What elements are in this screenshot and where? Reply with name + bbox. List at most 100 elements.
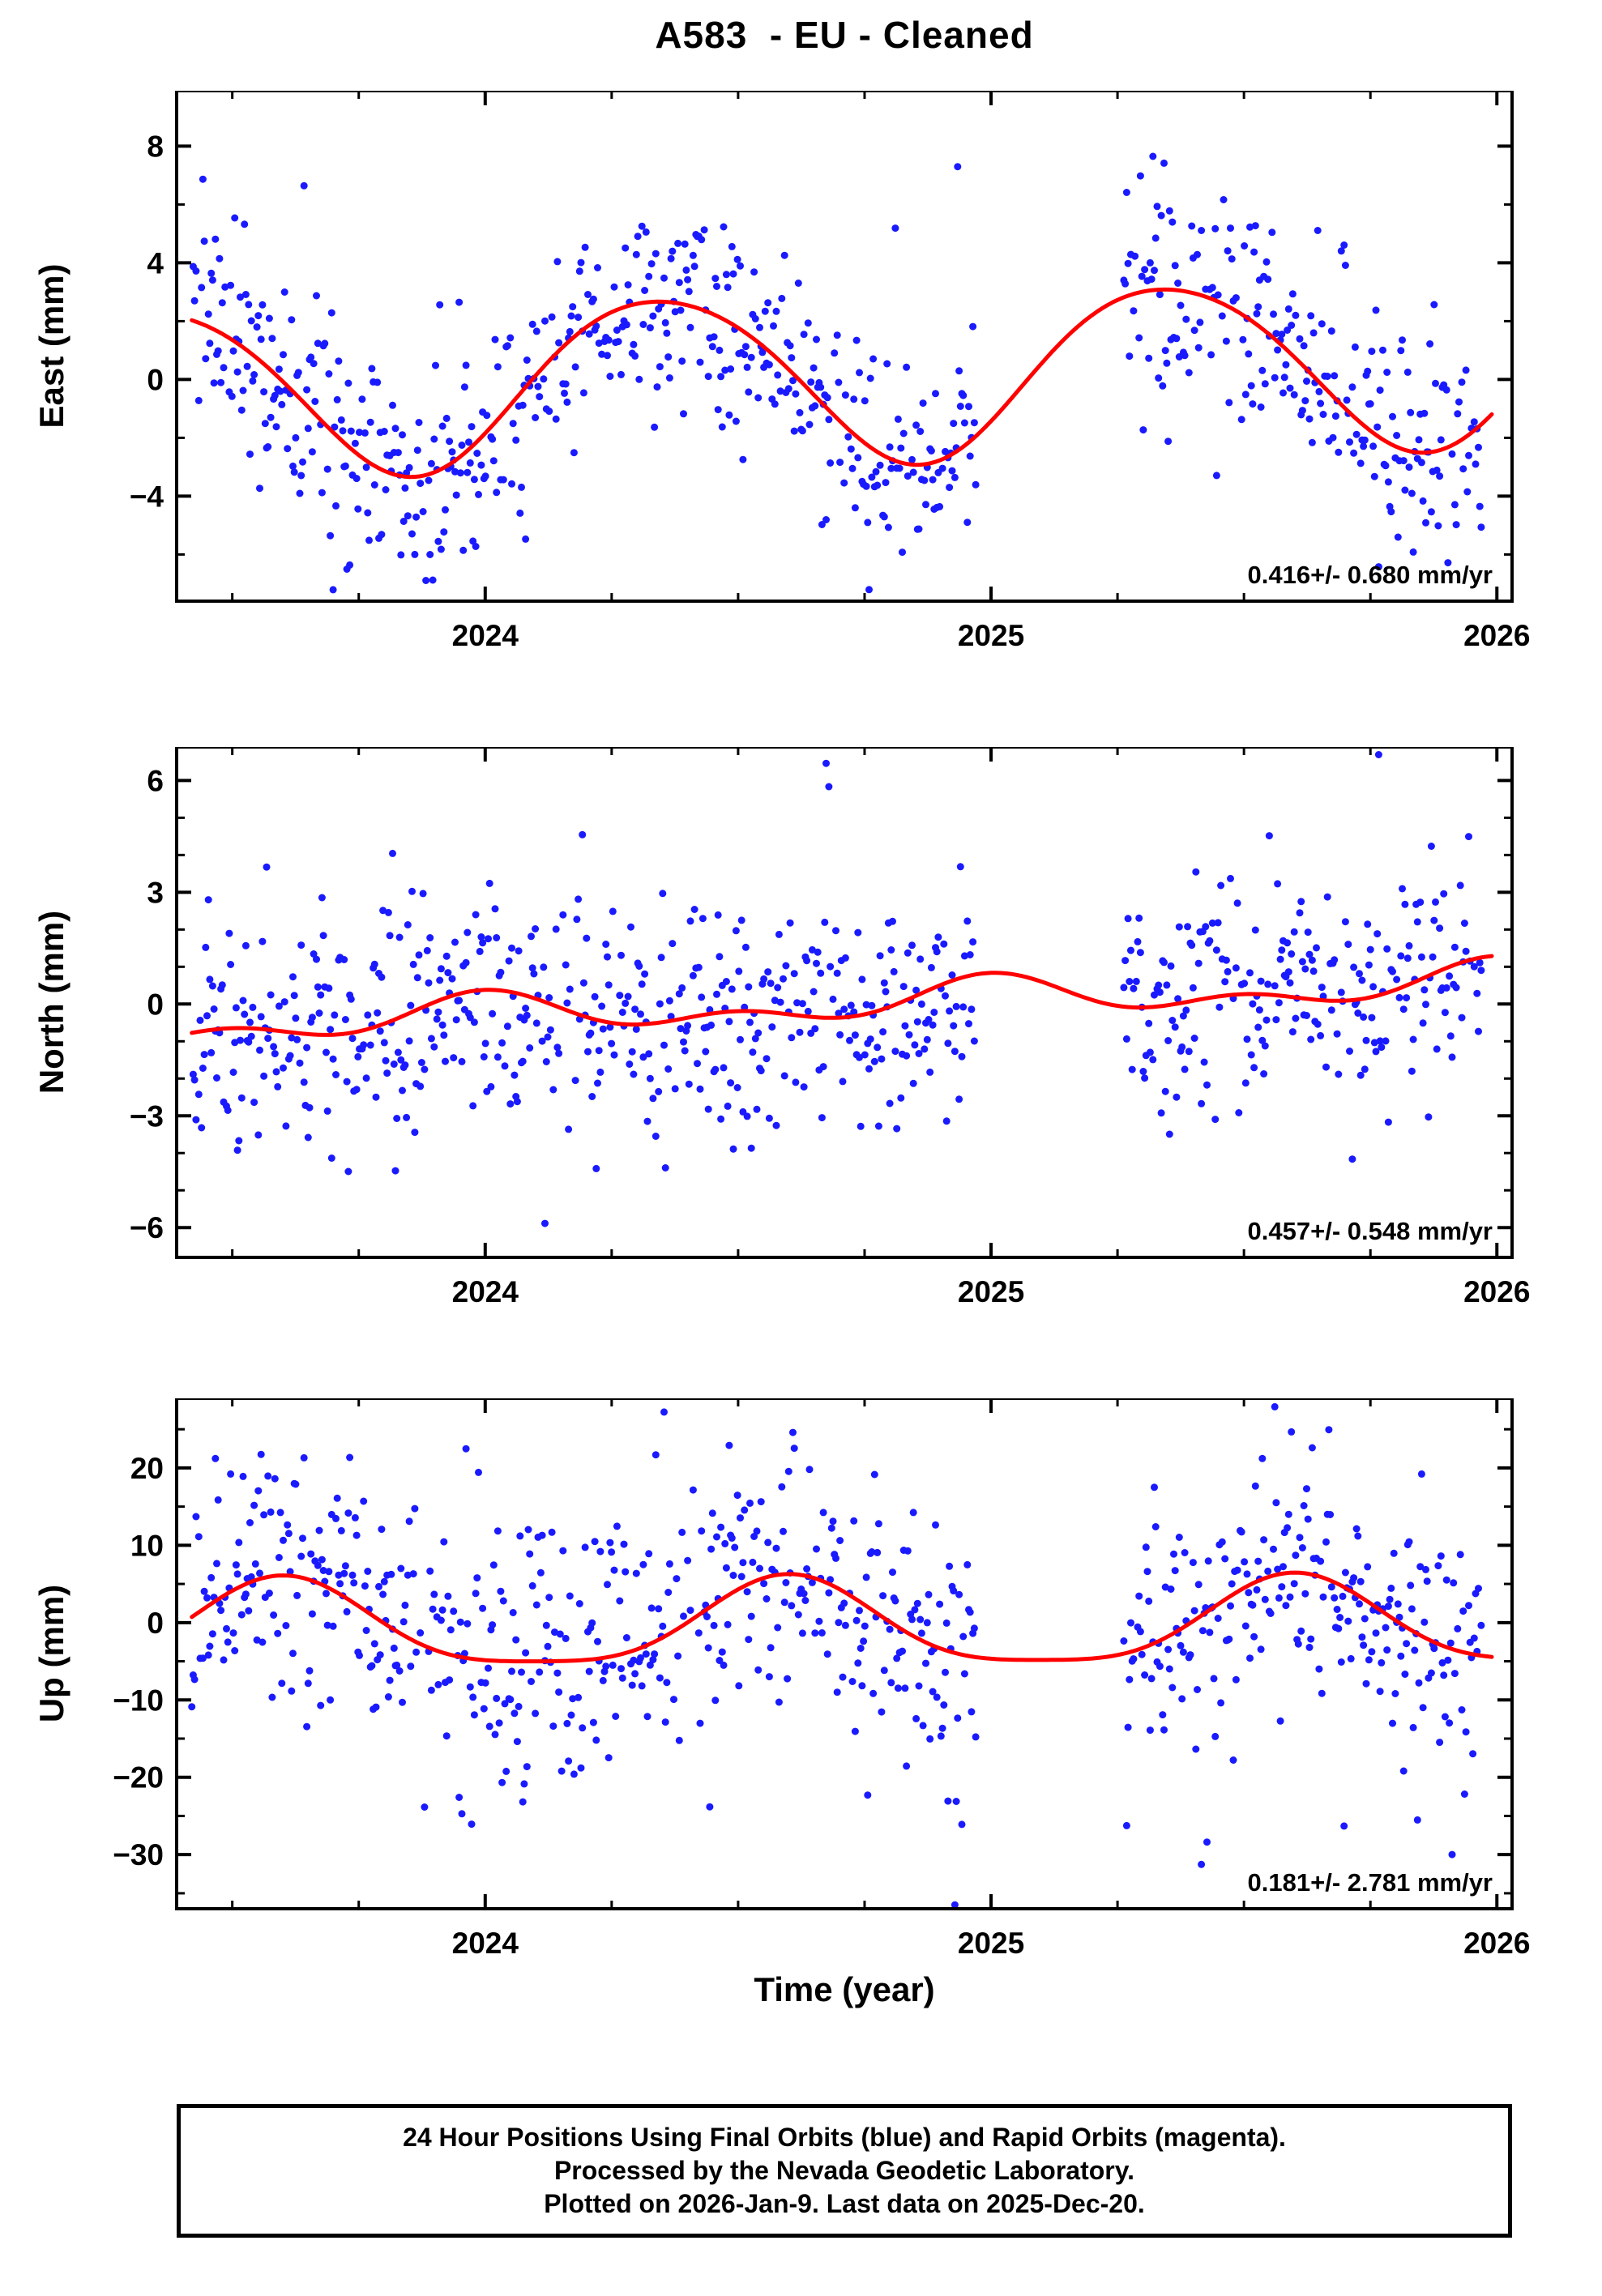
data-point [299,458,306,466]
data-point [1264,980,1272,988]
data-point [970,419,978,427]
data-point [399,431,406,439]
data-point [767,979,775,988]
data-point [756,1564,763,1573]
data-point [1215,1003,1224,1011]
data-point [588,1093,596,1100]
data-point [602,1662,610,1671]
data-point [190,1675,199,1684]
data-point [1370,1039,1378,1047]
data-point [632,1569,640,1577]
data-point [749,1048,757,1056]
data-point [455,298,464,306]
data-point [637,1010,644,1018]
data-point [227,961,235,968]
data-point [743,363,751,371]
data-point [1175,923,1183,931]
x-tick-label: 2026 [1463,619,1530,652]
data-point [647,1604,656,1612]
data-point [1450,943,1459,951]
data-point [887,464,895,472]
data-point [609,1661,617,1669]
data-point [386,932,394,940]
data-point [817,969,825,977]
data-point [292,1014,300,1022]
data-point [944,1039,952,1048]
data-point [647,260,656,268]
data-point [720,1064,728,1072]
data-point [1331,956,1339,964]
x-tick-label: 2024 [452,1927,519,1960]
data-point [771,996,779,1005]
data-point [835,378,843,386]
data-point [1462,947,1470,955]
data-point [1249,1601,1257,1609]
data-point [1433,466,1441,474]
data-point [268,335,276,343]
data-point [1448,450,1456,458]
data-point [300,181,308,190]
data-point [339,427,347,435]
data-point [1303,1012,1310,1019]
data-point [419,508,427,515]
data-point [329,1622,337,1630]
data-point [1241,390,1250,399]
data-point [1389,967,1396,975]
data-point [476,947,484,955]
data-point [1465,1602,1472,1610]
data-point [596,1068,604,1076]
data-point [1296,335,1304,343]
data-point [772,1121,780,1129]
data-point [741,343,750,351]
data-point [509,1609,517,1616]
data-point [397,1564,405,1573]
data-point [825,783,833,791]
data-point [1373,930,1382,938]
data-point [850,1517,858,1525]
data-point [477,933,485,941]
data-point [689,251,697,259]
data-point [1228,1580,1236,1588]
data-point [440,528,448,536]
data-point [836,1537,844,1544]
data-point [462,1445,470,1453]
data-point [245,1607,253,1615]
data-point [782,962,790,970]
data-point [1153,203,1161,211]
data-point [1307,1635,1315,1643]
data-point [878,1055,886,1063]
data-point [1456,1551,1464,1559]
data-point [378,973,386,981]
data-point [360,1497,368,1505]
data-point [1159,382,1167,390]
data-point [351,1513,359,1521]
data-point [545,408,553,416]
data-point [1434,522,1442,530]
data-point [290,992,298,1000]
data-point [641,970,649,978]
data-point [1314,227,1322,234]
data-point [1413,918,1421,926]
data-point [851,1727,859,1735]
data-point [728,242,736,250]
data-point [1378,1043,1386,1052]
data-point [442,1732,451,1740]
data-point [1261,1595,1269,1603]
data-point [919,1722,927,1730]
data-point [880,513,888,521]
data-point [798,1629,806,1637]
data-point [946,1562,954,1570]
data-point [466,1683,474,1691]
data-point [1395,993,1403,1001]
data-point [829,1517,837,1526]
data-point [1440,890,1448,898]
data-point [775,930,783,938]
data-point [440,1031,448,1039]
data-point [706,1803,714,1811]
data-point [972,480,980,489]
data-point [1440,1671,1448,1679]
data-point [303,1043,311,1052]
data-point [1458,378,1466,386]
data-point [1460,1790,1468,1798]
data-point [1382,1624,1390,1632]
